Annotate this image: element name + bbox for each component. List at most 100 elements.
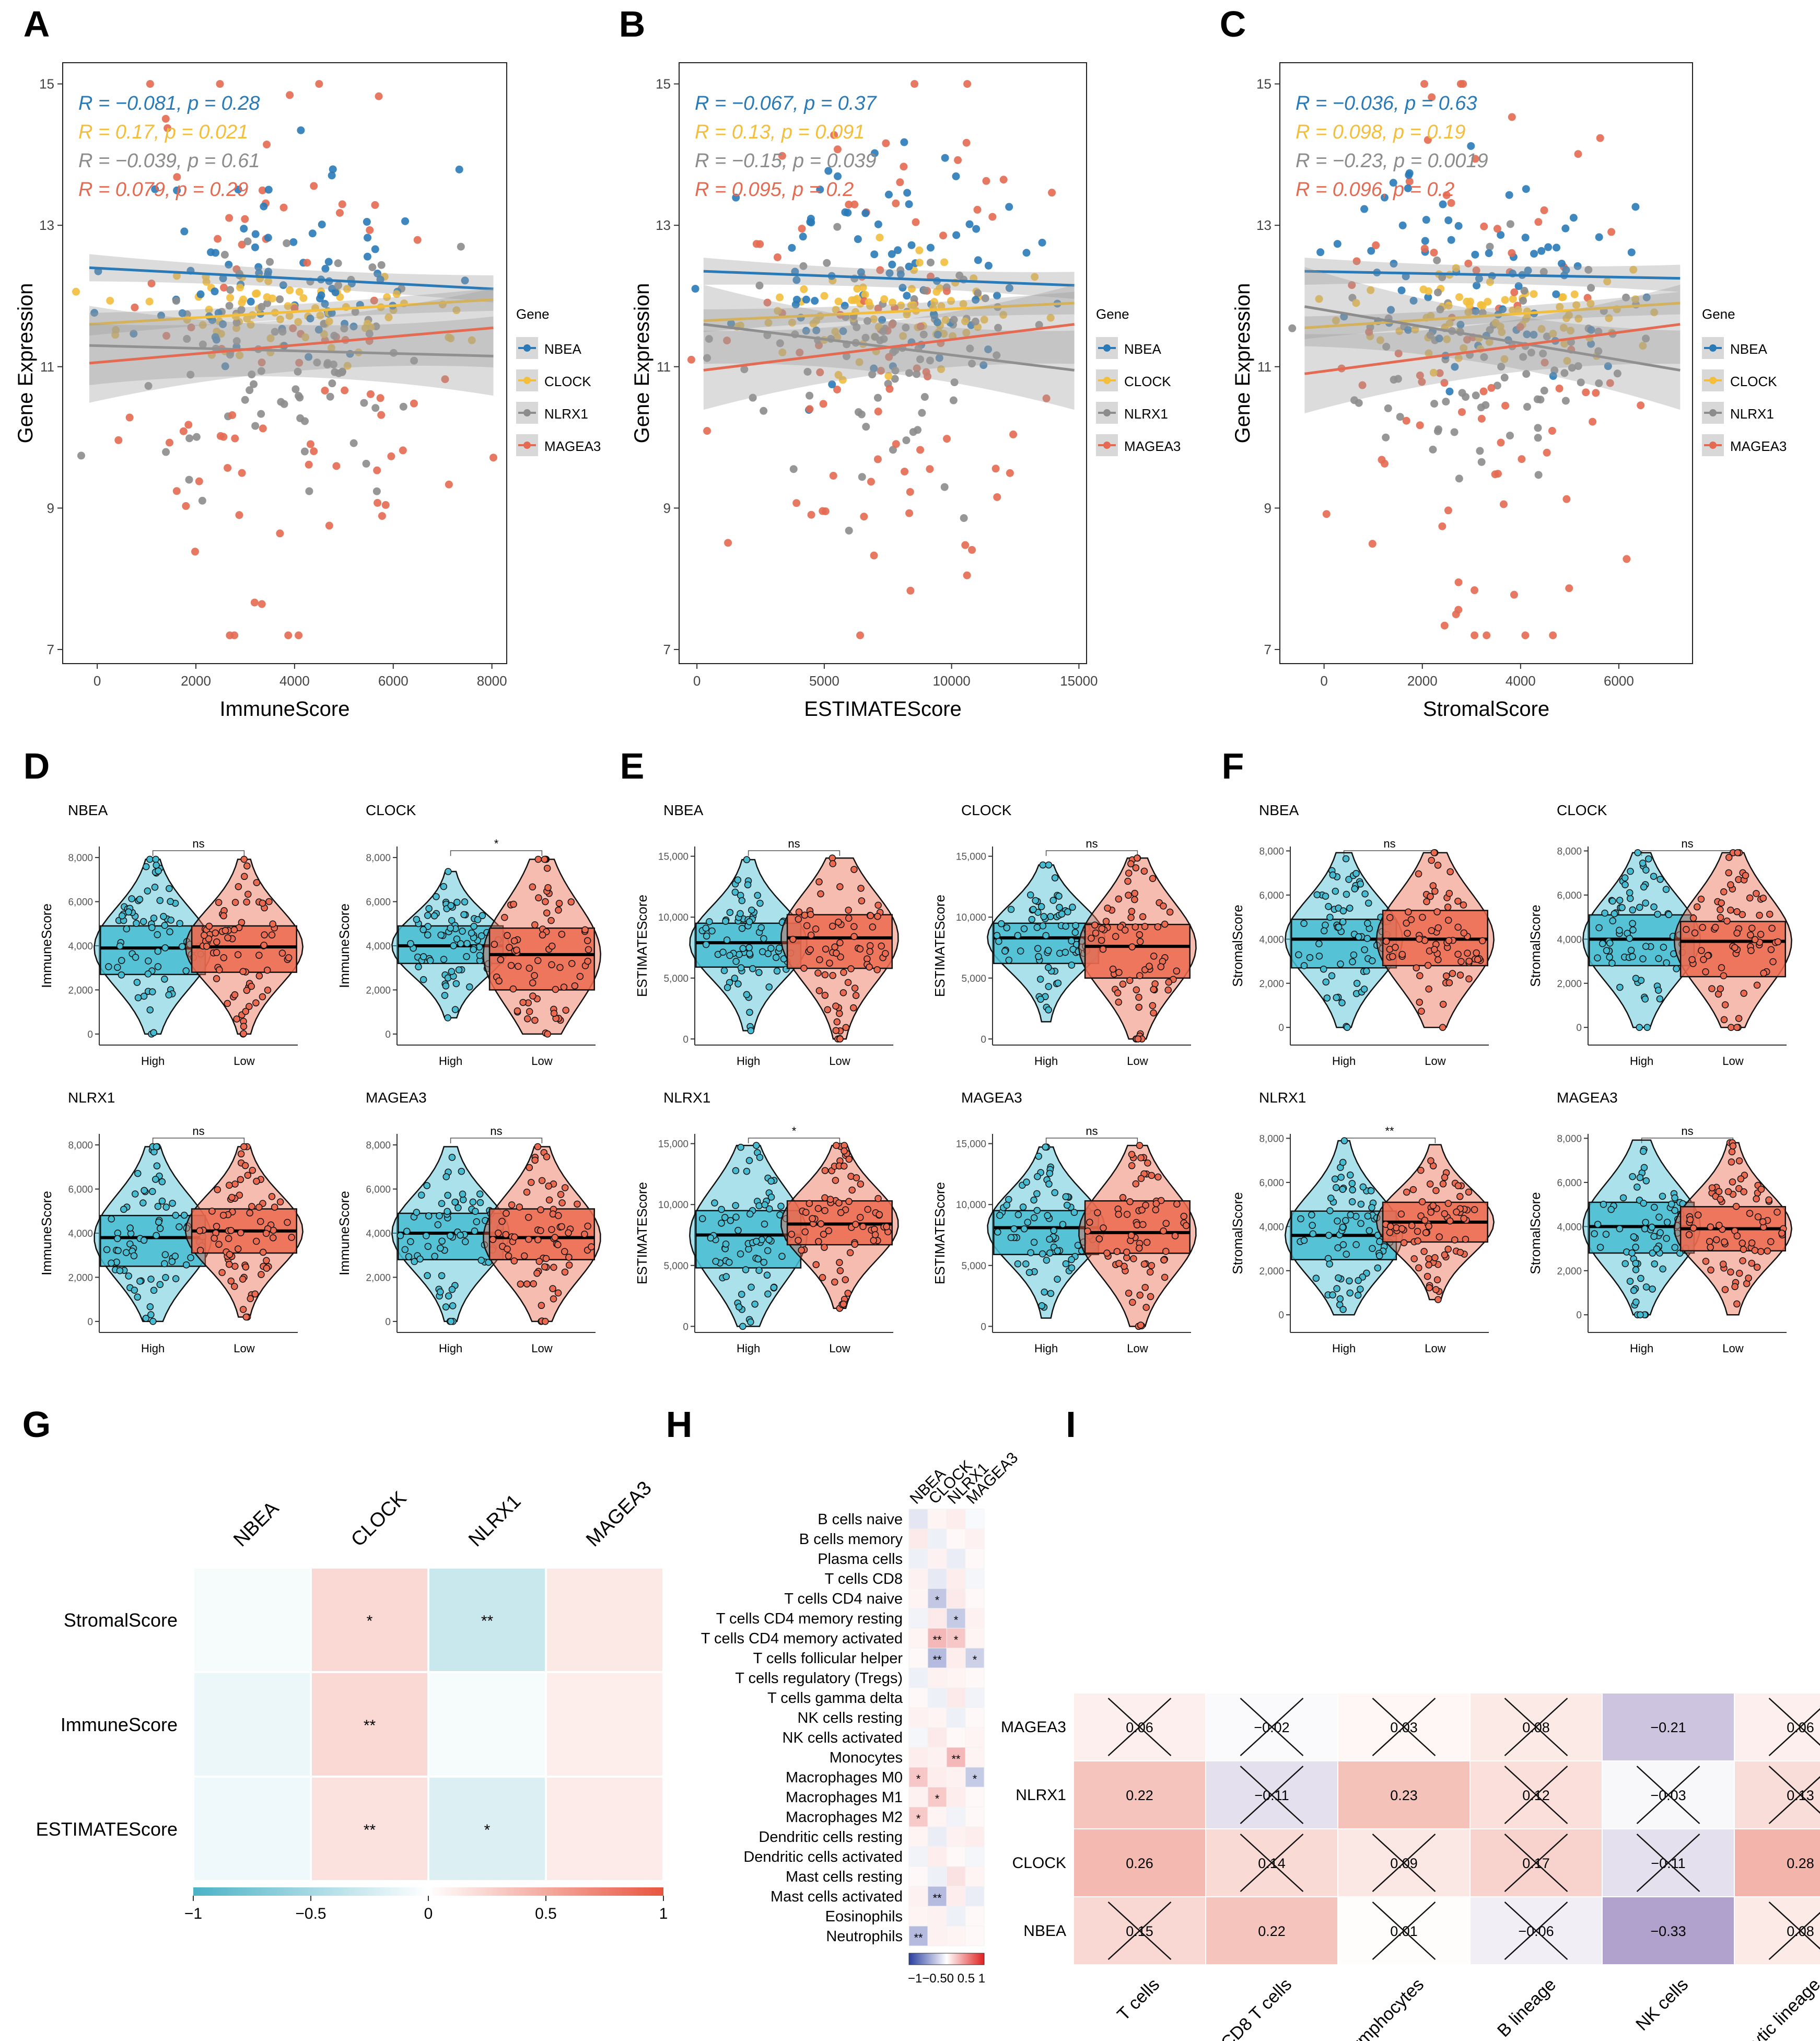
heatmap-cell [908, 1568, 928, 1589]
scatter-point-magea3 [1510, 590, 1518, 599]
jitter-point-low [1713, 1236, 1720, 1244]
jitter-point-low [239, 1275, 247, 1283]
heatmap-cell [946, 1687, 966, 1708]
jitter-point-high [764, 950, 772, 957]
jitter-point-high [153, 1232, 160, 1239]
jitter-point-high [1007, 906, 1015, 913]
scatter-point-nlrx1 [294, 367, 302, 376]
y-tick-label: 7 [1264, 642, 1271, 657]
y-tick-label: 0 [683, 1321, 689, 1332]
jitter-point-low [817, 1220, 825, 1227]
scatter-point-nbea [884, 190, 893, 199]
jitter-point-high [738, 1291, 745, 1298]
legend-dot [1103, 377, 1111, 384]
jitter-point-high [755, 969, 763, 976]
jitter-point-low [1745, 1274, 1752, 1282]
jitter-point-high [751, 1301, 759, 1308]
scatter-point-magea3 [366, 226, 374, 234]
significance-stars: * [935, 1594, 940, 1607]
scatter-point-nlrx1 [323, 361, 332, 369]
scatter-point-nbea [888, 250, 896, 258]
legend-dot [1709, 409, 1717, 416]
scatter-point-magea3 [1009, 430, 1018, 438]
scatter-point-nlrx1 [823, 259, 831, 267]
jitter-point-high [1033, 924, 1041, 931]
jitter-point-low [829, 860, 836, 867]
scatter-point-nlrx1 [879, 327, 888, 335]
jitter-point-high [1062, 922, 1069, 930]
row-label: T cells regulatory (Tregs) [735, 1670, 903, 1687]
jitter-point-high [1659, 1265, 1666, 1273]
jitter-point-low [1115, 1211, 1122, 1218]
jitter-point-low [255, 972, 263, 980]
jitter-point-low [1148, 1262, 1156, 1269]
scatter-point-nlrx1 [858, 473, 866, 481]
jitter-point-low [259, 993, 266, 1001]
heatmap-cell [908, 1648, 928, 1668]
jitter-point-low [1729, 1178, 1736, 1186]
jitter-point-low [1720, 972, 1728, 980]
heatmap-cell [545, 1671, 664, 1778]
row-label: T cells CD4 naive [784, 1591, 903, 1607]
jitter-point-low [1157, 963, 1165, 970]
jitter-point-low [1424, 961, 1432, 969]
jitter-point-low [795, 915, 802, 923]
scatter-point-nlrx1 [296, 414, 305, 422]
jitter-point-high [734, 1226, 742, 1234]
jitter-point-high [720, 967, 728, 975]
jitter-point-high [1063, 1201, 1071, 1209]
scatter-point-magea3 [1365, 328, 1373, 336]
jitter-point-low [817, 890, 824, 898]
jitter-point-low [205, 935, 213, 943]
jitter-point-high [1003, 1201, 1011, 1209]
scatter-point-magea3 [377, 411, 386, 419]
jitter-point-low [1751, 1247, 1759, 1254]
jitter-point-high [437, 1244, 444, 1252]
jitter-point-high [154, 947, 162, 955]
scatter-point-magea3 [366, 390, 375, 398]
jitter-point-low [234, 1245, 242, 1253]
jitter-point-low [233, 1015, 240, 1023]
jitter-point-low [1164, 986, 1172, 994]
jitter-point-high [765, 1236, 773, 1244]
jitter-point-low [554, 1289, 562, 1297]
scatter-point-nbea [933, 318, 941, 327]
scatter-point-magea3 [1549, 631, 1557, 640]
heatmap-cell [946, 1906, 966, 1927]
jitter-point-low [237, 1229, 244, 1237]
jitter-point-low [510, 937, 518, 945]
significance-stars: * [935, 1792, 940, 1805]
jitter-point-high [134, 994, 142, 1002]
jitter-point-low [203, 943, 211, 950]
jitter-point-high [1640, 1200, 1647, 1207]
jitter-point-low [231, 991, 239, 999]
scatter-point-nlrx1 [225, 301, 234, 310]
jitter-point-low [815, 1238, 822, 1245]
jitter-point-low [1454, 1182, 1462, 1189]
scatter-point-nlrx1 [1288, 324, 1297, 332]
y-axis-label: ImmuneScore [39, 1191, 54, 1275]
jitter-point-high [125, 1272, 132, 1280]
jitter-point-high [136, 896, 144, 903]
jitter-point-high [1591, 1230, 1598, 1237]
jitter-point-low [821, 1207, 829, 1214]
jitter-point-high [732, 1202, 739, 1209]
scatter-point-magea3 [376, 394, 384, 402]
jitter-point-low [530, 1280, 537, 1288]
scatter-point-nbea [993, 292, 1001, 300]
heatmap-cell [908, 1787, 928, 1807]
jitter-point-high [473, 1218, 481, 1225]
jitter-point-low [1119, 1194, 1127, 1201]
y-tick-label: 4,000 [1259, 934, 1284, 945]
scatter-point-clock [915, 259, 924, 267]
heatmap-cell [946, 1648, 966, 1668]
row-label: Mast cells activated [771, 1888, 903, 1905]
jitter-point-high [1359, 1183, 1367, 1191]
scatter-point-magea3 [830, 131, 838, 139]
scatter-point-nlrx1 [144, 382, 153, 390]
jitter-point-low [240, 855, 248, 863]
jitter-point-low [1405, 908, 1412, 915]
jitter-point-high [1337, 960, 1344, 968]
stat-magea3: R = 0.095, p = 0.2 [695, 179, 854, 201]
scatter-point-nlrx1 [940, 483, 949, 491]
